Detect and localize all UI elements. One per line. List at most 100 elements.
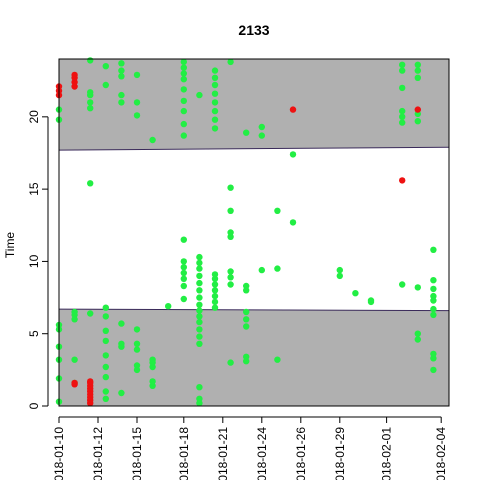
green-data-point	[336, 266, 343, 274]
green-data-point	[118, 67, 125, 74]
green-data-point	[227, 184, 234, 191]
green-data-point	[196, 340, 203, 347]
green-data-point	[87, 310, 94, 317]
green-data-point	[133, 112, 141, 119]
green-data-point	[102, 304, 110, 311]
y-tick-label: 15	[27, 182, 41, 196]
green-data-point	[102, 337, 110, 345]
green-data-point	[430, 311, 437, 319]
green-data-point	[196, 307, 203, 314]
green-data-point	[227, 281, 234, 288]
green-data-point	[180, 76, 187, 83]
green-data-point	[227, 207, 234, 214]
green-data-point	[149, 356, 156, 363]
green-data-point	[211, 125, 219, 132]
green-data-point	[211, 90, 219, 97]
green-data-point	[227, 229, 234, 236]
green-data-point	[414, 74, 421, 82]
green-data-point	[211, 107, 219, 115]
green-data-point	[430, 297, 437, 304]
green-data-point	[430, 366, 437, 374]
green-data-point	[367, 297, 375, 304]
y-tick-label: 20	[27, 110, 41, 124]
green-data-point	[180, 236, 187, 243]
green-data-point	[258, 266, 265, 274]
green-data-point	[211, 99, 219, 106]
x-tick-label: 2018-01-10	[52, 427, 66, 480]
green-data-point	[414, 118, 421, 125]
green-data-point	[133, 346, 141, 353]
green-data-point	[133, 326, 141, 333]
green-data-point	[180, 120, 187, 128]
green-data-point	[180, 269, 187, 277]
green-data-point	[133, 362, 141, 369]
green-data-point	[399, 84, 406, 92]
green-data-point	[196, 395, 203, 402]
green-data-point	[399, 113, 406, 121]
green-data-point	[274, 356, 281, 363]
green-data-point	[87, 180, 94, 187]
green-data-point	[196, 294, 203, 301]
green-data-point	[243, 323, 250, 330]
green-data-point	[352, 290, 359, 297]
green-data-point	[196, 384, 203, 391]
green-data-point	[133, 71, 141, 79]
green-data-point	[399, 119, 406, 126]
green-data-point	[211, 287, 219, 294]
green-data-point	[196, 287, 203, 294]
green-data-point	[87, 89, 94, 96]
green-data-point	[87, 105, 94, 112]
green-data-point	[196, 279, 203, 287]
green-data-point	[211, 292, 219, 300]
green-data-point	[243, 316, 250, 323]
green-data-point	[196, 91, 203, 99]
green-data-point	[196, 318, 203, 326]
green-data-point	[227, 58, 234, 66]
green-data-point	[118, 91, 125, 99]
green-data-point	[180, 70, 187, 77]
green-data-point	[243, 282, 250, 290]
green-data-point	[289, 219, 297, 226]
x-tick-label: 2018-01-15	[130, 427, 144, 480]
green-data-point	[211, 116, 219, 123]
green-data-point	[102, 395, 110, 402]
x-tick-label: 2018-01-12	[91, 427, 105, 480]
green-data-point	[196, 301, 203, 308]
green-data-point	[180, 58, 187, 66]
green-data-point	[196, 333, 203, 340]
x-tick-label: 2018-01-21	[216, 427, 230, 480]
green-data-point	[430, 246, 437, 253]
green-data-point	[196, 259, 203, 267]
green-data-point	[180, 86, 187, 93]
data-points	[55, 57, 437, 407]
green-data-point	[414, 61, 421, 68]
green-data-point	[399, 281, 406, 288]
plot-frame	[58, 58, 450, 407]
chart-title: 2133	[238, 22, 269, 38]
green-data-point	[430, 277, 437, 284]
red-data-point	[289, 106, 297, 113]
green-data-point	[102, 327, 110, 334]
green-data-point	[102, 373, 110, 381]
green-data-point	[118, 60, 125, 67]
y-axis-label: Time	[3, 232, 17, 259]
green-data-point	[227, 359, 234, 366]
green-data-point	[118, 320, 125, 327]
band-boundary-upper	[58, 146, 450, 151]
green-data-point	[180, 97, 187, 105]
green-data-point	[430, 355, 437, 362]
green-data-point	[149, 136, 156, 144]
green-data-point	[430, 285, 437, 293]
green-data-point	[196, 265, 203, 272]
green-data-point	[243, 308, 250, 316]
green-data-point	[243, 358, 250, 365]
green-data-point	[227, 274, 234, 281]
x-axis: 2018-01-10 2018-01-12 2018-01-15 2018-01-18…	[52, 416, 448, 480]
green-data-point	[289, 151, 297, 158]
green-data-point	[336, 272, 343, 280]
green-data-point	[180, 107, 187, 115]
green-data-point	[414, 284, 421, 291]
band-boundary-lower	[58, 308, 450, 312]
x-tick-label: 2018-01-24	[255, 427, 269, 480]
red-data-point	[71, 83, 78, 90]
